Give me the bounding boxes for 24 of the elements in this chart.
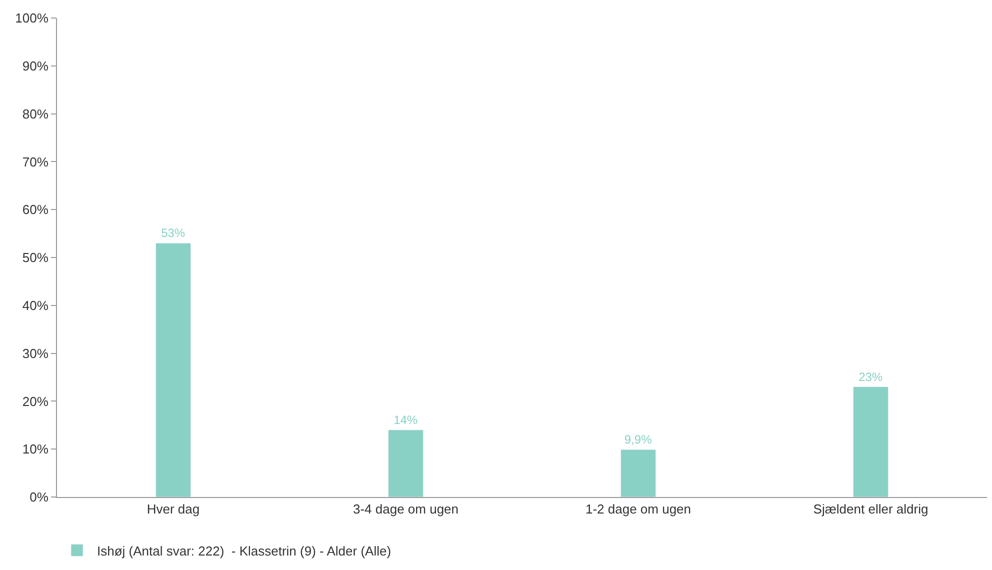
x-tick-label: 3-4 dage om ugen [352,502,459,517]
y-tick-label: 50% [22,250,49,266]
y-tick-label: 10% [22,442,49,457]
data-label: 14% [394,412,418,427]
y-tick-label: 90% [22,58,49,74]
y-tick-label: 40% [22,298,49,313]
legend-label: Ishøj (Antal svar: 222) - Klassetrin (9) - Alder (Alle) [97,543,392,558]
bar [156,242,191,497]
y-tick-label: 100% [15,10,49,26]
bar [853,386,888,497]
y-tick-label: 0% [30,490,49,505]
data-label: 9,9% [624,432,652,447]
data-label: 23% [858,370,883,384]
x-tick-label: 1-2 dage om ugen [585,502,692,517]
y-tick-label: 60% [22,202,49,218]
y-tick-label: 30% [22,346,49,361]
y-tick-label: 80% [22,106,49,122]
bar [620,449,656,497]
y-tick-label: 20% [22,394,49,409]
data-label: 53% [161,226,186,240]
bar [388,430,424,497]
x-tick-label: Hver dag [146,502,200,517]
y-tick-label: 70% [22,154,49,170]
x-tick-label: Sjældent eller aldrig [813,502,928,517]
